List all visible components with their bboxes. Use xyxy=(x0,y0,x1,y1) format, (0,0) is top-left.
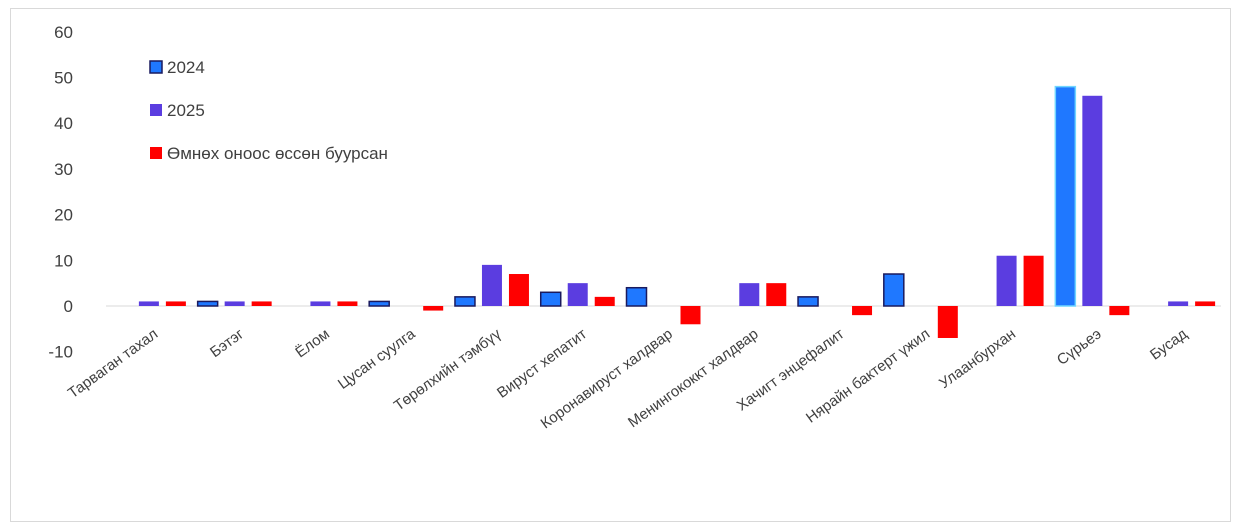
bar-change xyxy=(1195,301,1216,306)
bar-change xyxy=(937,306,958,338)
bar-change xyxy=(594,296,615,306)
bar-2025 xyxy=(310,301,331,306)
bar-2024 xyxy=(883,273,905,307)
category-label: Бэтэг xyxy=(207,325,247,361)
legend-label: 2024 xyxy=(167,58,205,77)
y-tick-label: 20 xyxy=(54,206,73,225)
y-tick-label: 0 xyxy=(64,297,73,316)
bar-chart: -10 0 10 20 30 40 50 60 Тарваган тахал Бэтэг Ёлом Ц… xyxy=(48,23,1221,432)
bar-2024 xyxy=(797,296,819,307)
bar-2024 xyxy=(454,296,476,307)
bar-2025 xyxy=(1082,95,1103,306)
category-label: Сүрьеэ xyxy=(1054,325,1105,369)
y-tick-label: -10 xyxy=(48,343,73,362)
bar-2025 xyxy=(224,301,245,306)
y-tick-label: 60 xyxy=(54,23,73,42)
bar-2025 xyxy=(138,301,159,306)
y-tick-label: 10 xyxy=(54,251,73,270)
bar-change xyxy=(1109,306,1130,316)
y-tick-label: 40 xyxy=(54,114,73,133)
category-label: Бусад xyxy=(1147,325,1191,363)
bar-change xyxy=(251,301,272,306)
bar-change xyxy=(1023,255,1044,306)
bar-2024 xyxy=(1054,85,1077,307)
bar-2025 xyxy=(739,283,760,306)
bar-change xyxy=(423,306,444,311)
y-tick-label: 30 xyxy=(54,160,73,179)
bar-2024 xyxy=(368,300,390,307)
bar-2025 xyxy=(481,264,502,306)
bar-change xyxy=(508,274,529,306)
y-tick-label: 50 xyxy=(54,69,73,88)
bar-change xyxy=(337,301,358,306)
category-label: Цусан суулга xyxy=(335,325,419,393)
bar-change xyxy=(852,306,873,316)
legend-swatch xyxy=(150,104,162,116)
bar-change xyxy=(766,283,787,306)
bar-change xyxy=(165,301,186,306)
legend-label: Өмнөх оноос өссөн буурсан xyxy=(167,144,388,163)
category-label: Тарваган тахал xyxy=(65,325,161,401)
bar-2024 xyxy=(196,300,219,307)
chart-frame: -10 0 10 20 30 40 50 60 Тарваган тахал Бэтэг Ёлом Ц… xyxy=(10,8,1231,522)
bar-change xyxy=(680,306,701,325)
bar-2024 xyxy=(625,286,648,307)
bar-2025 xyxy=(1168,301,1189,306)
bar-2025 xyxy=(996,255,1017,306)
bar-2025 xyxy=(567,283,588,306)
category-label: Ёлом xyxy=(292,325,332,361)
legend-label: 2025 xyxy=(167,101,205,120)
legend-swatch xyxy=(149,60,163,74)
legend-swatch xyxy=(150,147,162,159)
bar-2024 xyxy=(539,291,562,307)
